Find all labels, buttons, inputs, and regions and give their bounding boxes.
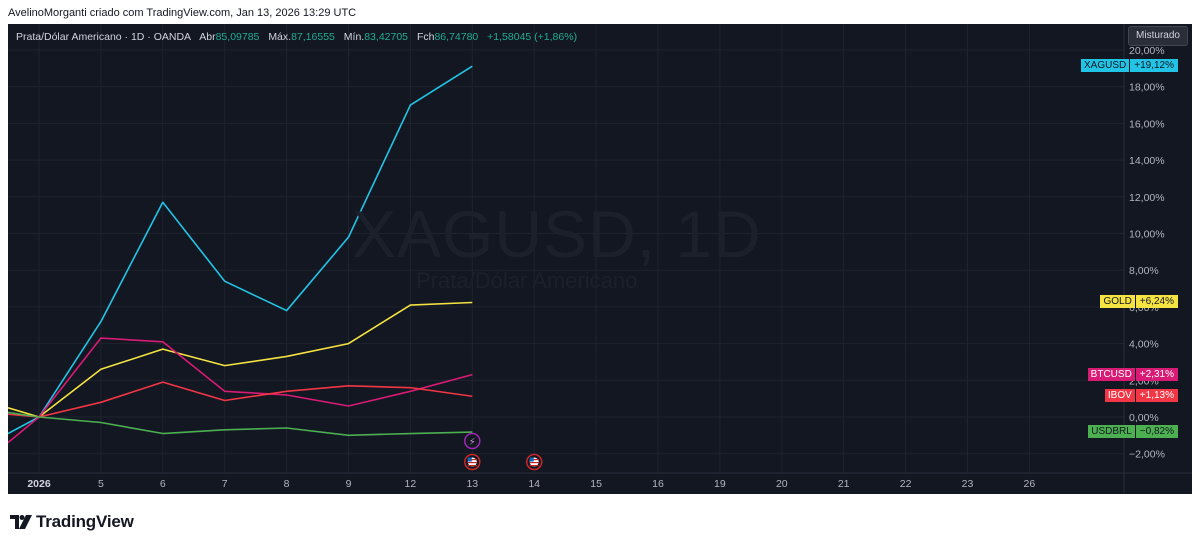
legend-change: +1,58045 (+1,86%) [487,31,578,43]
legend-open-label: Abr [199,31,216,43]
x-tick-label: 13 [466,478,478,490]
x-tick-label: 26 [1024,478,1036,490]
y-tick-label: 12,00% [1129,192,1165,204]
series-badge-value: +1,13% [1135,389,1178,403]
tradingview-logo-text: TradingView [36,512,134,531]
series-badge-gold[interactable]: GOLD +6,24% [1100,295,1178,309]
series-badge-name: GOLD [1100,295,1135,309]
y-tick-label: 0,00% [1129,412,1159,424]
x-tick-label: 2026 [27,478,51,490]
y-tick-label: 10,00% [1129,229,1165,241]
legend-high-label: Máx. [268,31,292,43]
series-badge-value: +6,24% [1135,295,1178,309]
x-tick-label: 5 [98,478,104,490]
series-line-btcusd [8,337,473,444]
series-badge-ibov[interactable]: IBOV +1,13% [1104,389,1178,403]
legend-open-value: 85,09785 [215,31,260,43]
series-line-gold [8,301,473,418]
x-tick-label: 12 [405,478,417,490]
series-badge-value: +2,31% [1135,367,1178,381]
svg-text:⚡: ⚡ [469,437,476,448]
event-marker-us-economic-event [464,453,481,471]
y-tick-label: −2,00% [1129,449,1165,461]
price-scale-mode-button[interactable]: Misturado [1128,26,1188,46]
x-tick-label: 7 [222,478,228,490]
chart-canvas[interactable]: −2,00%0,00%2,00%4,00%6,00%8,00%10,00%12,… [8,24,1192,494]
series-badge-btcusd[interactable]: BTCUSD +2,31% [1087,367,1178,381]
series-badge-value: −0,82% [1135,425,1178,439]
series-line-xagusd [8,65,473,435]
x-tick-label: 22 [900,478,912,490]
x-tick-label: 23 [962,478,974,490]
series-badge-value: +19,12% [1130,59,1178,73]
x-tick-label: 16 [652,478,664,490]
x-tick-label: 21 [838,478,850,490]
legend-symbol[interactable]: Prata/Dólar Americano · 1D · OANDA [16,31,192,43]
series-badge-name: IBOV [1104,389,1135,403]
symbol-legend[interactable]: Prata/Dólar Americano · 1D · OANDA Abr85… [16,31,583,43]
y-tick-label: 8,00% [1129,265,1159,277]
series-badge-name: USDBRL [1088,425,1135,439]
tradingview-logo-icon [10,515,32,529]
description-watermark: Prata/Dólar Americano [416,268,638,293]
x-tick-label: 8 [284,478,290,490]
x-tick-label: 14 [528,478,540,490]
event-marker-dividend: ⚡ [464,432,481,450]
chart-caption: AvelinoMorganti criado com TradingView.c… [8,7,357,19]
legend-low-value: 83,42705 [364,31,409,43]
y-tick-label: 18,00% [1129,82,1165,94]
y-tick-label: 20,00% [1129,45,1165,57]
event-marker-us-economic-event [525,453,543,471]
legend-close-value: 86,74780 [434,31,479,43]
y-tick-label: 4,00% [1129,339,1159,351]
series-line-ibov [8,381,473,418]
y-tick-label: 14,00% [1129,155,1165,167]
symbol-watermark: XAGUSD, 1D [352,197,762,271]
x-tick-label: 20 [776,478,788,490]
legend-high-value: 87,16555 [291,31,335,43]
x-tick-label: 9 [346,478,352,490]
x-tick-label: 6 [160,478,166,490]
x-tick-label: 19 [714,478,726,490]
legend-low-label: Mín. [343,31,365,43]
legend-close-label: Fch [416,31,435,43]
x-tick-label: 15 [590,478,602,490]
y-tick-label: 16,00% [1129,118,1165,130]
series-badge-usdbrl[interactable]: USDBRL −0,82% [1088,425,1178,439]
chart-panel[interactable]: −2,00%0,00%2,00%4,00%6,00%8,00%10,00%12,… [8,24,1192,494]
series-line-usdbrl [8,411,473,437]
series-badge-name: BTCUSD [1087,367,1135,381]
series-badge-name: XAGUSD [1081,59,1130,73]
series-badge-xagusd[interactable]: XAGUSD +19,12% [1081,59,1178,73]
